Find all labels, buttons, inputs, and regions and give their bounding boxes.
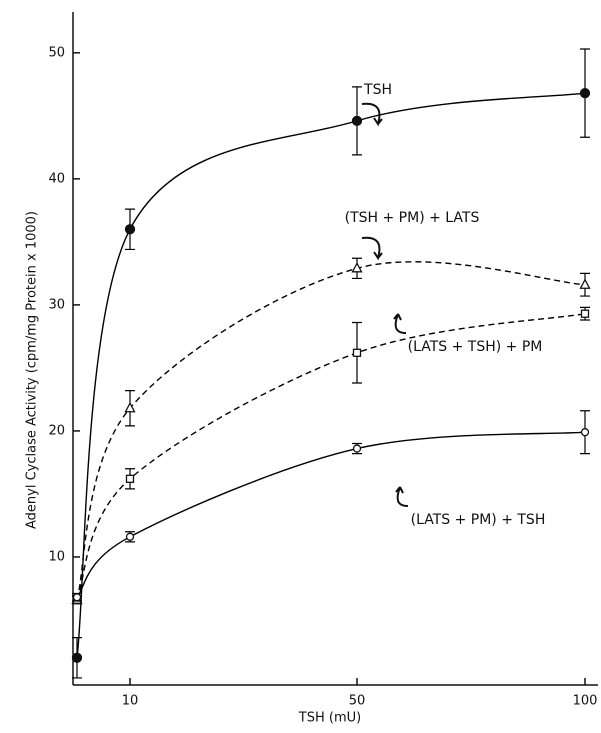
point: [351, 115, 363, 127]
point: [124, 401, 136, 413]
point: [580, 309, 590, 318]
y-tick-label: 30: [48, 297, 65, 312]
y-tick-label: 40: [48, 171, 65, 186]
arrow: [361, 236, 383, 261]
x-tick-label: 50: [349, 694, 366, 709]
point: [125, 532, 135, 541]
point: [352, 348, 362, 357]
x-tick-label: 100: [573, 694, 598, 709]
arrow: [393, 313, 407, 334]
annotation: (LATS + TSH) + PM: [408, 339, 543, 355]
point: [351, 261, 363, 273]
x-axis-title: TSH (mU): [298, 711, 361, 726]
point: [71, 652, 83, 663]
series-line: [76, 313, 586, 601]
x-tick-label: 10: [122, 694, 139, 709]
point: [72, 593, 82, 602]
point: [124, 224, 136, 235]
point: [125, 474, 135, 483]
annotation: (LATS + PM) + TSH: [411, 512, 546, 528]
point: [352, 444, 362, 453]
series-line: [76, 92, 586, 658]
y-axis-title: Adenyl Cyclase Activity (cpm/mg Protein …: [25, 211, 40, 529]
series-line: [76, 261, 586, 601]
y-tick-label: 20: [48, 423, 65, 438]
arrow: [395, 486, 409, 507]
annotation: (TSH + PM) + LATS: [345, 210, 480, 226]
point: [580, 428, 590, 437]
annotation: TSH: [363, 82, 392, 98]
series-line: [76, 431, 586, 598]
point: [579, 278, 591, 289]
y-tick-label: 50: [48, 45, 65, 60]
y-tick-label: 10: [48, 549, 65, 564]
arrow: [361, 102, 383, 127]
point: [579, 87, 591, 99]
